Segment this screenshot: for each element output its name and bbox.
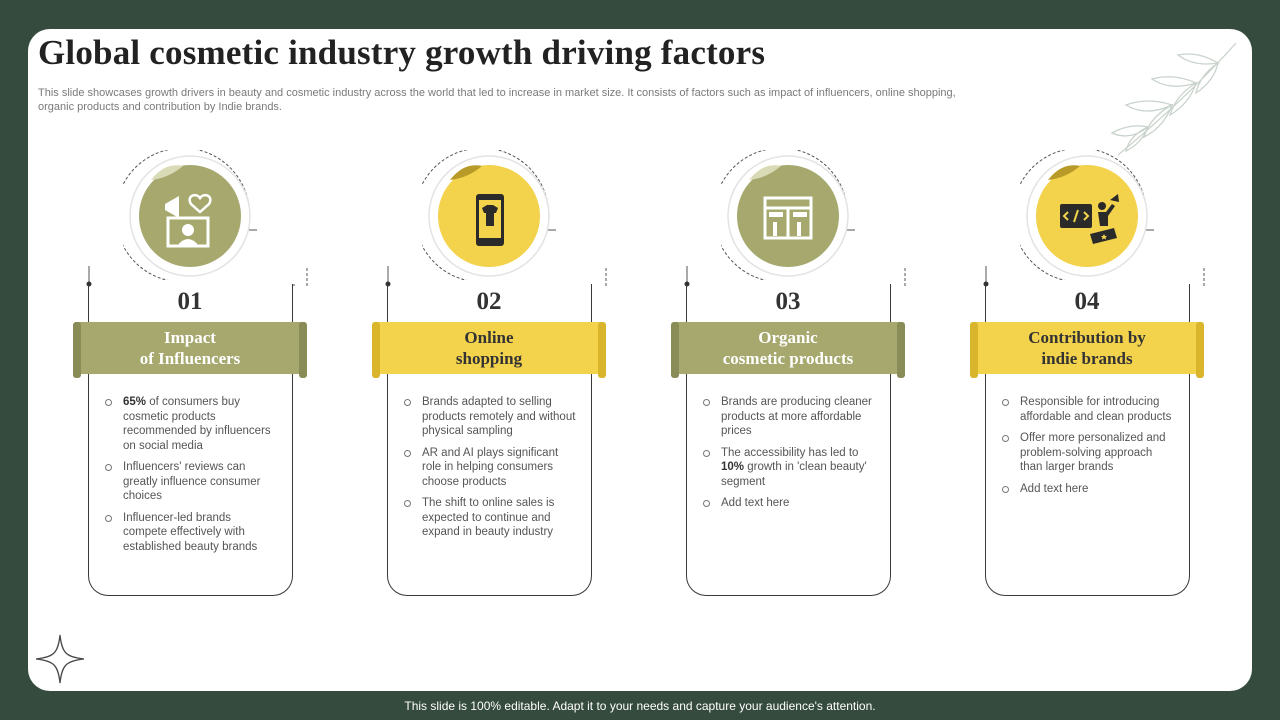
factor-card-4: 04 Contribution by indie brands Responsi…: [970, 150, 1212, 600]
footer-note: This slide is 100% editable. Adapt it to…: [404, 699, 876, 713]
bullet-item: The accessibility has led to 10% growth …: [703, 446, 875, 490]
bullet-item: Add text here: [1002, 482, 1174, 497]
store-shelf-icon: [763, 196, 813, 240]
bullet-item: 65% of consumers buy cosmetic products r…: [105, 395, 277, 453]
icon-badge-2: [422, 150, 556, 280]
page-title: Global cosmetic industry growth driving …: [38, 33, 766, 72]
megaphone-heart-icon: [165, 193, 212, 248]
factor-card-1: 01 Impact of Influencers 65% of consumer…: [73, 150, 315, 600]
bullet-item: Brands are producing cleaner products at…: [703, 395, 875, 439]
icon-badge-1: [123, 150, 257, 280]
bullet-list-2: Brands adapted to selling products remot…: [404, 395, 576, 547]
bullet-item: The shift to online sales is expected to…: [404, 496, 576, 540]
bullet-item: Brands adapted to selling products remot…: [404, 395, 576, 439]
page-subtitle: This slide showcases growth drivers in b…: [38, 87, 956, 113]
card-number-3: 03: [775, 288, 801, 315]
card-body-3: [686, 284, 891, 596]
card-number-2: 02: [476, 288, 502, 315]
card-title-4: Contribution by indie brands: [970, 322, 1204, 378]
code-brand-icon: [1060, 194, 1119, 244]
bullet-item: Add text here: [703, 496, 875, 511]
factor-card-2: 02 Online shopping Brands adapted to sel…: [372, 150, 614, 600]
mobile-shirt-icon: [476, 194, 504, 246]
bullet-list-3: Brands are producing cleaner products at…: [703, 395, 875, 518]
card-body-4: [985, 284, 1190, 596]
icon-badge-3: [721, 150, 855, 280]
bullet-list-4: Responsible for introducing affordable a…: [1002, 395, 1174, 503]
card-body-2: [387, 284, 592, 596]
bullet-item: Offer more personalized and problem-solv…: [1002, 431, 1174, 475]
card-title-2: Online shopping: [372, 322, 606, 378]
icon-badge-4: [1020, 150, 1154, 280]
card-title-3: Organic cosmetic products: [671, 322, 905, 378]
sparkle-star-icon: [35, 634, 85, 684]
card-number-4: 04: [1074, 288, 1100, 315]
card-number-1: 01: [177, 288, 203, 315]
bullet-item: Influencer-led brands compete effectivel…: [105, 511, 277, 555]
leaf-decoration-icon: [1110, 42, 1237, 156]
factor-card-3: 03 Organic cosmetic products Brands are …: [671, 150, 913, 600]
bullet-item: Influencers' reviews can greatly influen…: [105, 460, 277, 504]
card-body-1: [88, 284, 293, 596]
bullet-list-1: 65% of consumers buy cosmetic products r…: [105, 395, 277, 561]
bullet-item: AR and AI plays significant role in help…: [404, 446, 576, 490]
bullet-item: Responsible for introducing affordable a…: [1002, 395, 1174, 424]
card-title-1: Impact of Influencers: [73, 322, 307, 378]
